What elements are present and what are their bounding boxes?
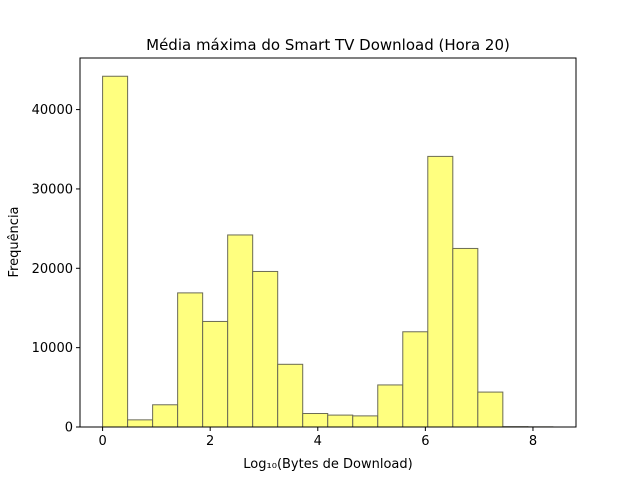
- x-tick-label-1: 2: [206, 434, 214, 449]
- y-tick-label-0: 0: [65, 421, 73, 436]
- x-tick-label-3: 6: [421, 434, 429, 449]
- y-axis-label: Frequência: [7, 206, 22, 277]
- histogram-bar-15: [477, 391, 504, 428]
- histogram-bar-4: [202, 320, 229, 428]
- y-axis: 0 10000 20000 30000 40000: [32, 103, 80, 436]
- histogram-bar-1: [127, 419, 154, 428]
- histogram-bar-8: [302, 413, 329, 428]
- histogram-bar-11: [377, 384, 404, 428]
- histogram-bar-7: [277, 363, 304, 428]
- histogram-bar-3: [177, 292, 204, 428]
- histogram-bar-9: [327, 414, 354, 428]
- histogram-bar-6: [252, 270, 279, 428]
- y-tick-label-3: 30000: [32, 182, 73, 197]
- x-tick-label-2: 4: [314, 434, 322, 449]
- histogram-bar-5: [227, 234, 254, 428]
- histogram-bar-12: [402, 331, 429, 428]
- chart-title: Média máxima do Smart TV Download (Hora …: [146, 36, 510, 54]
- x-tick-label-4: 8: [529, 434, 537, 449]
- x-tick-label-0: 0: [98, 434, 106, 449]
- plot-area-frame: [79, 57, 577, 428]
- histogram-bar-14: [452, 247, 479, 428]
- y-tick-label-2: 20000: [32, 262, 73, 277]
- histogram-bar-0: [102, 75, 129, 428]
- histogram-bar-10: [352, 415, 379, 428]
- bars-group: [102, 75, 554, 428]
- y-tick-label-4: 40000: [32, 103, 73, 118]
- y-tick-label-1: 10000: [32, 341, 73, 356]
- histogram-bar-13: [427, 155, 454, 428]
- histogram-bar-2: [152, 404, 179, 428]
- x-axis: 0 2 4 6 8: [98, 427, 537, 449]
- x-axis-label: Log₁₀(Bytes de Download): [243, 457, 412, 472]
